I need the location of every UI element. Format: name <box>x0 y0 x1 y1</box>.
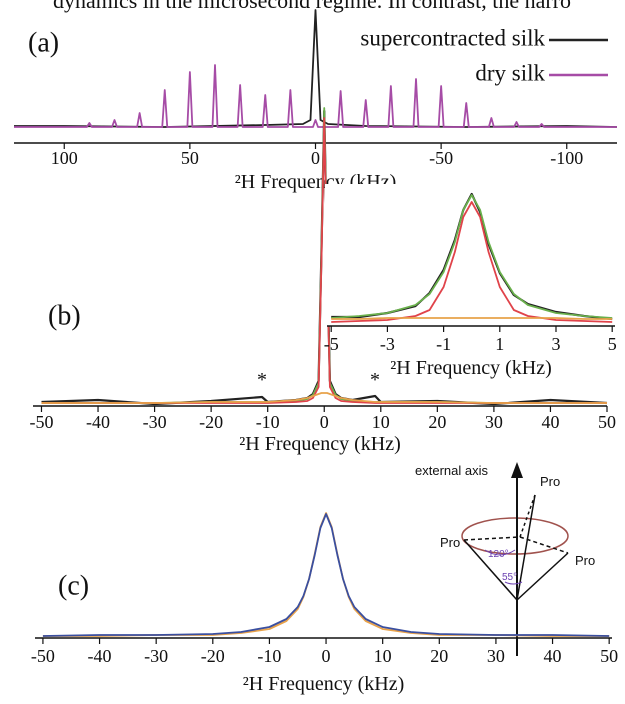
dashed-line <box>463 536 521 541</box>
x-axis-label: ²H Frequency (kHz) <box>243 673 405 695</box>
x-tick-label: 50 <box>598 412 616 432</box>
angle-arc <box>504 581 523 585</box>
x-tick-label: -40 <box>88 646 112 666</box>
x-tick-label: -10 <box>256 412 280 432</box>
x-tick-label: 0 <box>311 148 320 168</box>
x-tick-label: -100 <box>550 148 583 168</box>
cone-rim <box>461 517 569 555</box>
spectrum-line <box>331 194 613 319</box>
x-tick-label: 20 <box>428 412 446 432</box>
diagram-label: external axis <box>415 463 488 478</box>
spectrum-line <box>42 513 610 637</box>
x-tick-label: -50 <box>31 646 55 666</box>
x-tick-label: -50 <box>29 412 53 432</box>
x-tick-label: 50 <box>600 646 618 666</box>
x-tick-label: -30 <box>143 412 167 432</box>
panel-label: (b) <box>48 300 81 331</box>
angle-arc <box>484 549 516 556</box>
x-tick-label: 10 <box>372 412 390 432</box>
x-tick-label: -50 <box>429 148 453 168</box>
x-tick-label: 40 <box>541 412 559 432</box>
spectrum-line <box>41 117 607 404</box>
cone-line <box>516 494 536 601</box>
x-tick-label: -1 <box>436 334 451 354</box>
x-tick-label: 100 <box>51 148 78 168</box>
cropped-body-text: dynamics in the microsecond regime. In c… <box>53 0 571 13</box>
panel-label: (a) <box>28 27 59 58</box>
diagram-label: 120° <box>488 549 509 560</box>
spectrum-line <box>14 64 617 128</box>
x-tick-label: 10 <box>374 646 392 666</box>
panel-label: (c) <box>58 570 89 601</box>
diagram-label: Pro <box>440 535 460 550</box>
x-tick-label: 1 <box>495 334 504 354</box>
x-tick-label: -5 <box>324 334 339 354</box>
x-tick-label: 5 <box>608 334 617 354</box>
spectrum-line <box>41 392 607 404</box>
diagram-label: 55° <box>502 572 517 583</box>
annotation: * <box>370 369 380 391</box>
legend-label: supercontracted silk <box>360 25 545 50</box>
x-tick-label: 40 <box>544 646 562 666</box>
annotation: * <box>257 369 267 391</box>
diagram-label: Pro <box>540 474 560 489</box>
dashed-line <box>519 494 536 538</box>
x-tick-label: -20 <box>201 646 225 666</box>
x-axis-label: ²H Frequency (kHz) <box>390 357 552 379</box>
axis-arrow <box>511 462 523 478</box>
spectrum-line <box>14 9 618 128</box>
x-tick-label: -40 <box>86 412 110 432</box>
x-tick-label: 0 <box>322 646 331 666</box>
x-tick-label: -3 <box>380 334 395 354</box>
x-tick-label: 50 <box>181 148 199 168</box>
x-tick-label: 30 <box>485 412 503 432</box>
x-tick-label: -20 <box>199 412 223 432</box>
x-tick-label: 0 <box>320 412 329 432</box>
x-tick-label: -30 <box>144 646 168 666</box>
x-axis-label: ²H Frequency (kHz) <box>239 433 401 455</box>
x-tick-label: 3 <box>551 334 560 354</box>
cone-line <box>516 552 569 601</box>
spectrum-line <box>42 512 610 637</box>
orientation-diagram <box>461 462 569 656</box>
legend-label: dry silk <box>475 60 545 85</box>
spectrum-line <box>331 317 613 320</box>
x-tick-label: 20 <box>430 646 448 666</box>
inset-background <box>325 184 617 326</box>
diagram-label: Pro <box>575 553 595 568</box>
dashed-line <box>519 536 569 554</box>
x-tick-label: 30 <box>487 646 505 666</box>
x-tick-label: -10 <box>257 646 281 666</box>
cone-line <box>463 539 518 601</box>
